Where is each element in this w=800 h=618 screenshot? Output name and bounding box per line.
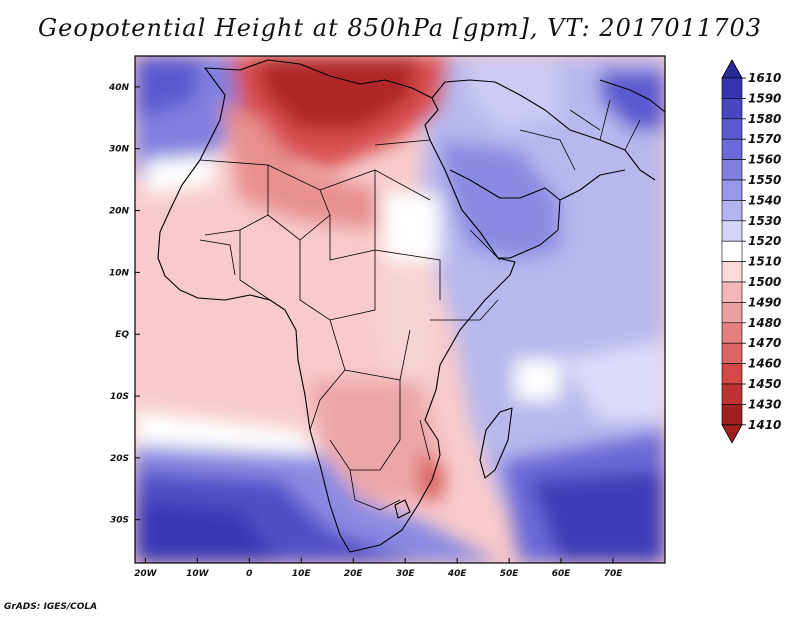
colorbar-label: 1590	[748, 91, 781, 105]
colorbar-swatch	[721, 118, 743, 140]
colorbar-label: 1500	[748, 275, 781, 289]
colorbar-swatch	[721, 200, 743, 222]
colorbar-swatch	[721, 342, 743, 364]
colorbar-swatch	[721, 77, 743, 99]
colorbar-top-arrow	[721, 59, 743, 79]
lat-label: EQ	[115, 330, 129, 340]
colorbar-label: 1410	[748, 418, 781, 432]
colorbar-label: 1430	[748, 397, 781, 411]
colorbar-bottom-arrow	[721, 424, 743, 444]
colorbar-label: 1480	[748, 316, 781, 330]
colorbar-swatch	[721, 302, 743, 324]
colorbar-label: 1540	[748, 193, 781, 207]
lon-label: 40E	[447, 569, 468, 579]
colorbar-swatch	[721, 220, 743, 242]
lat-label: 10N	[109, 268, 130, 278]
colorbar-label: 1560	[748, 153, 781, 167]
colorbar: 1610 1590 1580 1570 1560 1550 1540 1530 1520 1510…	[721, 59, 781, 444]
colorbar-swatch	[721, 363, 743, 385]
lat-label: 30N	[109, 145, 130, 155]
plot-frame	[134, 55, 666, 564]
colorbar-swatch	[721, 322, 743, 344]
lat-label: 30S	[110, 516, 129, 526]
lat-label: 10S	[110, 392, 129, 402]
lat-label: 20S	[110, 454, 129, 464]
grads-credit: GrADS: IGES/COLA	[4, 602, 98, 612]
colorbar-swatch	[721, 383, 743, 405]
colorbar-swatch	[721, 159, 743, 181]
latitude-axis: 40N 30N 20N 10N EQ 10S 20S 30S	[108, 83, 140, 526]
height-field	[135, 56, 665, 563]
colorbar-swatch	[721, 261, 743, 283]
lon-label: 70E	[604, 569, 624, 579]
longitude-axis: 20W 10W 0 10E 20E 30E 40E 50E 60E 70E	[134, 558, 623, 579]
colorbar-label: 1450	[748, 377, 781, 391]
colorbar-label: 1460	[748, 357, 781, 371]
colorbar-swatch	[721, 281, 743, 303]
lat-label: 20N	[109, 207, 130, 217]
colorbar-label: 1570	[748, 132, 781, 146]
lon-label: 10W	[186, 569, 210, 579]
colorbar-label: 1510	[748, 255, 781, 269]
map-title: Geopotential Height at 850hPa [gpm], VT:…	[38, 14, 762, 42]
colorbar-label: 1530	[748, 214, 781, 228]
colorbar-label: 1580	[748, 112, 781, 126]
colorbar-label: 1550	[748, 173, 781, 187]
colorbar-label: 1520	[748, 234, 781, 248]
colorbar-swatch	[721, 98, 743, 120]
colorbar-swatch	[721, 404, 743, 426]
country-borders	[199, 99, 641, 511]
lon-label: 50E	[500, 569, 520, 579]
lon-label: 30E	[396, 569, 416, 579]
colorbar-label: 1470	[748, 336, 781, 350]
colorbar-swatch	[721, 179, 743, 201]
lon-label: 20E	[344, 569, 364, 579]
lat-label: 40N	[108, 83, 130, 93]
colorbar-swatch	[721, 138, 743, 160]
colorbar-swatch	[721, 240, 743, 262]
colorbar-label: 1610	[748, 71, 781, 85]
lon-label: 10E	[292, 569, 312, 579]
lon-label: 20W	[134, 569, 158, 579]
lon-label: 0	[246, 569, 252, 579]
lon-label: 60E	[552, 569, 572, 579]
colorbar-label: 1490	[748, 295, 781, 309]
coastlines	[157, 59, 665, 553]
